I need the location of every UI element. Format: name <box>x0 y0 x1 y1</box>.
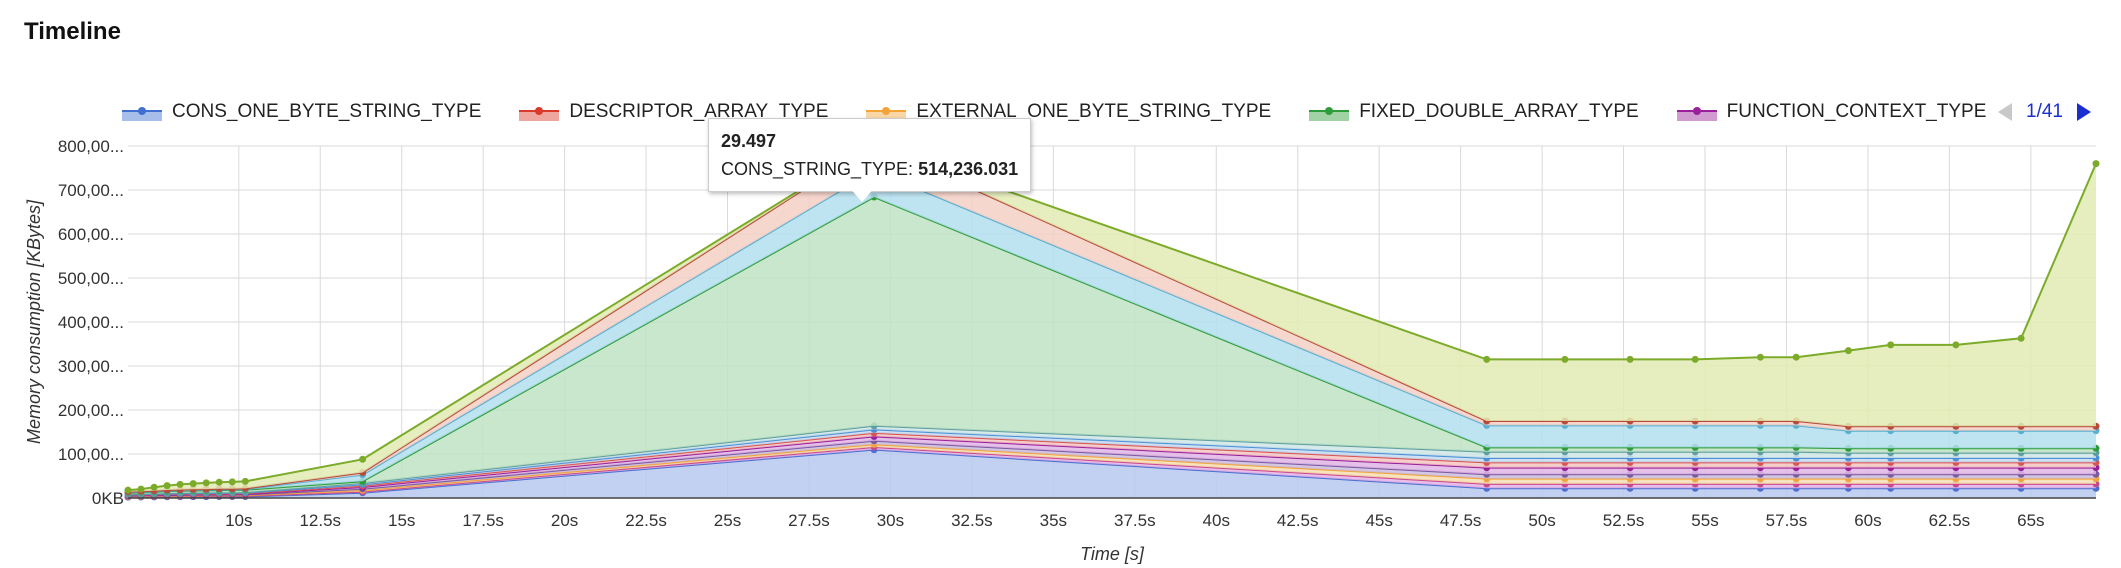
legend-item-3[interactable]: EXTERNAL_ONE_BYTE_STRING_TYPE <box>866 101 1271 123</box>
series-area-8 <box>128 425 2096 495</box>
legend-label-4: FIXED_DOUBLE_ARRAY_TYPE <box>1359 101 1639 122</box>
series-area-9 <box>128 197 2096 494</box>
tooltip-row: CONS_STRING_TYPE: 514,236.031 <box>721 159 1019 179</box>
y-tick-label-1: 100,00... <box>58 445 124 464</box>
data-point-s12-17 <box>1756 353 1764 361</box>
x-tick-label-16: 50s <box>1528 511 1555 530</box>
chart-tooltip: 29.497 CONS_STRING_TYPE: 514,236.031 <box>708 118 1032 192</box>
y-tick-label-0: 0KB <box>92 489 124 508</box>
y-tick-label-3: 300,00... <box>58 357 124 376</box>
x-tick-label-15: 47.5s <box>1440 511 1482 530</box>
legend-swatch-2 <box>519 103 560 121</box>
x-tick-label-10: 35s <box>1040 511 1067 530</box>
data-point-s12-23 <box>2092 160 2100 168</box>
x-tick-label-12: 40s <box>1203 511 1230 530</box>
legend-page-indicator: 1/41 <box>2026 101 2063 122</box>
legend-label-5: FUNCTION_CONTEXT_TYPE <box>1726 101 1987 122</box>
data-point-s12-11 <box>359 455 367 463</box>
series-area-7 <box>128 429 2096 495</box>
y-tick-label-6: 600,00... <box>58 225 124 244</box>
tooltip-series: CONS_STRING_TYPE <box>721 159 909 179</box>
page-title: Timeline <box>24 18 121 45</box>
legend-swatch-4 <box>1309 103 1350 121</box>
x-tick-label-14: 45s <box>1365 511 1392 530</box>
data-point-s12-18 <box>1792 353 1800 361</box>
y-axis-title: Memory consumption [KBytes] <box>24 199 44 444</box>
x-tick-label-22: 65s <box>2017 511 2044 530</box>
x-tick-label-8: 30s <box>877 511 904 530</box>
series-area-12 <box>128 144 2096 492</box>
x-tick-label-2: 15s <box>388 511 415 530</box>
data-point-s12-8 <box>215 478 223 486</box>
data-point-s12-14 <box>1561 355 1569 363</box>
x-tick-label-6: 25s <box>714 511 741 530</box>
data-point-s12-7 <box>202 479 210 487</box>
x-tick-label-3: 17.5s <box>462 511 504 530</box>
x-tick-label-18: 55s <box>1691 511 1718 530</box>
legend-item-1[interactable]: CONS_ONE_BYTE_STRING_TYPE <box>122 101 481 123</box>
x-tick-label-20: 60s <box>1854 511 1881 530</box>
data-point-s12-2 <box>137 485 145 493</box>
data-point-s12-10 <box>241 477 249 485</box>
chart-legend: CONS_ONE_BYTE_STRING_TYPE DESCRIPTOR_ARR… <box>122 98 2024 126</box>
data-point-s12-19 <box>1844 347 1852 355</box>
data-point-s12-13 <box>1483 355 1491 363</box>
y-tick-label-8: 800,00... <box>58 137 124 156</box>
y-tick-label-5: 500,00... <box>58 269 124 288</box>
y-tick-label-2: 200,00... <box>58 401 124 420</box>
data-point-s12-1 <box>124 486 132 494</box>
data-point-s12-9 <box>228 478 236 486</box>
data-point-s12-16 <box>1691 355 1699 363</box>
legend-swatch-1 <box>122 103 162 121</box>
legend-swatch-5 <box>1676 103 1717 121</box>
x-tick-label-11: 37.5s <box>1114 511 1156 530</box>
x-tick-label-0: 10s <box>225 511 252 530</box>
x-tick-label-13: 42.5s <box>1277 511 1319 530</box>
legend-item-4[interactable]: FIXED_DOUBLE_ARRAY_TYPE <box>1309 101 1639 123</box>
x-tick-label-19: 57.5s <box>1766 511 1808 530</box>
x-tick-label-9: 32.5s <box>951 511 993 530</box>
data-point-s12-3 <box>150 483 158 491</box>
data-point-s12-22 <box>2017 334 2025 342</box>
series-area-1 <box>128 449 2096 498</box>
x-tick-label-17: 52.5s <box>1603 511 1645 530</box>
x-tick-label-7: 27.5s <box>788 511 830 530</box>
legend-pager: 1/41 <box>1998 98 2091 126</box>
data-point-s12-5 <box>176 480 184 488</box>
data-point-s12-21 <box>1952 341 1960 349</box>
legend-item-5[interactable]: FUNCTION_CONTEXT_TYPE <box>1676 101 1987 123</box>
data-point-s12-15 <box>1626 355 1634 363</box>
y-tick-label-7: 700,00... <box>58 181 124 200</box>
tooltip-pointer <box>848 186 876 202</box>
x-axis-title: Time [s] <box>1080 544 1145 564</box>
x-tick-label-1: 12.5s <box>299 511 341 530</box>
data-point-s12-6 <box>189 480 197 488</box>
legend-label-2: DESCRIPTOR_ARRAY_TYPE <box>569 101 829 122</box>
data-point-s12-20 <box>1887 341 1895 349</box>
x-tick-label-21: 62.5s <box>1929 511 1971 530</box>
legend-label-3: EXTERNAL_ONE_BYTE_STRING_TYPE <box>916 101 1272 122</box>
x-tick-label-4: 20s <box>551 511 578 530</box>
legend-swatch-3 <box>866 103 907 121</box>
data-point-s12-4 <box>163 482 171 490</box>
y-tick-label-4: 400,00... <box>58 313 124 332</box>
series-area-3 <box>128 444 2096 497</box>
tooltip-header: 29.497 <box>721 131 777 151</box>
legend-item-2[interactable]: DESCRIPTOR_ARRAY_TYPE <box>519 101 828 123</box>
legend-next-icon[interactable] <box>2077 103 2091 121</box>
x-tick-label-5: 22.5s <box>625 511 667 530</box>
legend-prev-icon[interactable] <box>1998 103 2013 121</box>
tooltip-value: 514,236.031 <box>918 159 1019 179</box>
legend-label-1: CONS_ONE_BYTE_STRING_TYPE <box>172 101 482 122</box>
